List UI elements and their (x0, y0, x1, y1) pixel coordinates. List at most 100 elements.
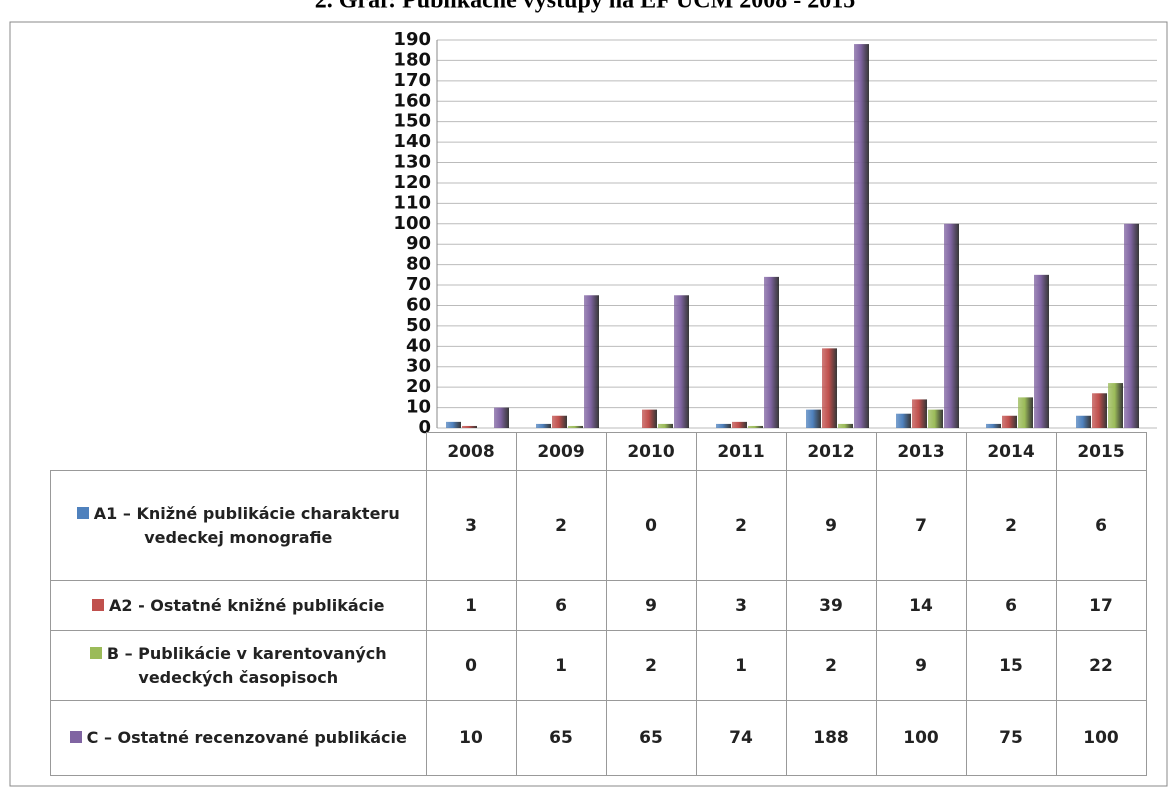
bar (822, 348, 837, 428)
bar (944, 223, 959, 428)
legend-key (89, 646, 102, 659)
y-tick-label: 50 (406, 315, 431, 336)
value-cell: 0 (425, 630, 517, 701)
y-tick-label: 20 (406, 376, 431, 397)
bar (568, 425, 583, 428)
value-cell: 2 (965, 470, 1057, 581)
bar (912, 399, 927, 428)
value-cell: 1 (695, 630, 787, 701)
y-tick-label: 10 (406, 397, 431, 418)
value-cell: 6 (1055, 470, 1147, 581)
value-cell: 3 (425, 470, 517, 581)
legend-key (76, 506, 89, 519)
value-cell: 39 (785, 580, 877, 631)
bar (716, 423, 731, 428)
bar (928, 409, 943, 428)
bar (896, 413, 911, 428)
value-cell: 75 (965, 700, 1057, 776)
value-cell: 3 (695, 580, 787, 631)
y-tick-label: 80 (406, 254, 431, 275)
legend-key (92, 598, 104, 611)
bar (838, 423, 853, 428)
y-tick-label: 40 (406, 335, 431, 356)
bar (446, 421, 461, 428)
bar (584, 295, 599, 428)
value-cell: 6 (515, 580, 607, 631)
y-tick-label: 120 (393, 172, 431, 193)
value-cell: 65 (605, 700, 697, 776)
legend-text: A1 – Knižné publikácie charakteru vedeck… (93, 503, 400, 547)
x-tick-label: 2009 (515, 432, 607, 471)
legend-text: A2 - Ostatné knižné publikácie (109, 595, 385, 615)
bar (854, 44, 869, 429)
value-cell: 15 (965, 630, 1057, 701)
y-tick-label: 160 (393, 90, 431, 111)
y-tick-label: 110 (393, 192, 431, 213)
bar (1034, 274, 1049, 428)
legend-text: C – Ostatné recenzované publikácie (86, 728, 407, 747)
value-cell: 10 (425, 700, 517, 776)
legend-entry: C – Ostatné recenzované publikácie (50, 700, 427, 776)
value-cell: 9 (875, 630, 967, 701)
value-cell: 0 (605, 470, 697, 581)
x-tick-label: 2008 (425, 432, 517, 471)
bar (764, 276, 779, 428)
bar (674, 295, 689, 428)
x-tick-label: 2010 (605, 432, 697, 471)
legend-entry: B – Publikácie v karentovaných vedeckých… (50, 630, 427, 701)
bar (1124, 223, 1139, 428)
bar (1076, 415, 1091, 428)
bar (1018, 397, 1033, 428)
x-tick-label: 2014 (965, 432, 1057, 471)
bar (494, 407, 509, 428)
value-cell: 9 (785, 470, 877, 581)
bar (658, 423, 673, 428)
bar (552, 415, 567, 428)
legend-entry: A2 - Ostatné knižné publikácie (50, 580, 427, 631)
legend-key (69, 731, 82, 743)
chart-title: 2. Graf: Publikačné výstupy na EF UCM 20… (315, 0, 855, 14)
y-tick-label: 30 (406, 356, 431, 377)
y-tick-label: 90 (406, 233, 431, 254)
y-tick-label: 150 (393, 111, 431, 132)
value-cell: 100 (1055, 700, 1147, 776)
bar (986, 423, 1001, 428)
x-tick-label: 2015 (1055, 432, 1147, 471)
y-tick-label: 70 (406, 274, 431, 295)
bar (536, 423, 551, 428)
x-tick-label: 2011 (695, 432, 787, 471)
value-cell: 6 (965, 580, 1057, 631)
value-cell: 100 (875, 700, 967, 776)
bar (1092, 393, 1107, 428)
value-cell: 9 (605, 580, 697, 631)
value-cell: 2 (785, 630, 877, 701)
y-tick-label: 140 (393, 131, 431, 152)
value-cell: 14 (875, 580, 967, 631)
value-cell: 22 (1055, 630, 1147, 701)
value-cell: 188 (785, 700, 877, 776)
bar (462, 425, 477, 428)
bar (1002, 415, 1017, 428)
value-cell: 1 (425, 580, 517, 631)
x-tick-label: 2013 (875, 432, 967, 471)
legend-entry: A1 – Knižné publikácie charakteru vedeck… (50, 470, 427, 581)
bar (732, 421, 747, 428)
bar (748, 425, 763, 428)
value-cell: 74 (695, 700, 787, 776)
legend-text: B – Publikácie v karentovaných vedeckých… (106, 643, 387, 687)
value-cell: 7 (875, 470, 967, 581)
value-cell: 65 (515, 700, 607, 776)
y-tick-label: 180 (393, 49, 431, 70)
y-tick-label: 130 (393, 152, 431, 173)
y-tick-label: 100 (393, 213, 431, 234)
value-cell: 1 (515, 630, 607, 701)
value-cell: 2 (605, 630, 697, 701)
bar (1108, 383, 1123, 428)
value-cell: 17 (1055, 580, 1147, 631)
data-table: 2008 2009 2010 2011 2012 2013 2014 2015 A1 – Kni… (50, 432, 1147, 776)
chart-frame (9, 21, 1168, 787)
y-tick-label: 170 (393, 70, 431, 91)
bar (806, 409, 821, 428)
